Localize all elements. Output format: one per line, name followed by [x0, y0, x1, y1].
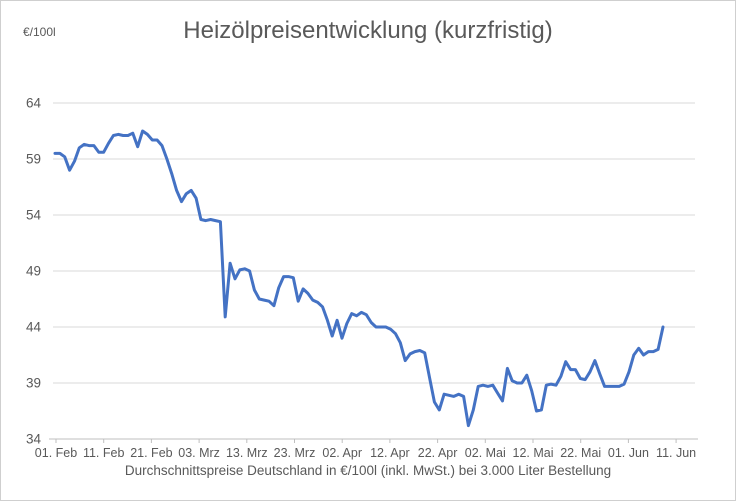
- price-line-series: [53, 129, 665, 428]
- x-axis-tick-label: 23. Mrz: [274, 446, 316, 460]
- y-axis-tick-label: 39: [26, 376, 41, 391]
- x-axis-tick-label: 12. Apr: [370, 446, 410, 460]
- y-axis-tick-label: 34: [26, 432, 42, 447]
- x-axis-tick-label: 11. Feb: [83, 446, 125, 460]
- x-axis-tick-label: 02. Mai: [465, 446, 506, 460]
- chart-caption: Durchschnittspreise Deutschland in €/100…: [124, 463, 612, 478]
- x-axis-tick-label: 01. Jun: [608, 446, 649, 460]
- x-axis-tick-label: 12. Mai: [513, 446, 554, 460]
- x-axis-tick-label: 22. Mai: [560, 446, 601, 460]
- y-axis-tick-label: 54: [26, 208, 42, 223]
- x-axis-tick-label: 13. Mrz: [226, 446, 268, 460]
- x-axis-tick-label: 21. Feb: [130, 446, 172, 460]
- x-axis-tick-label: 03. Mrz: [178, 446, 220, 460]
- x-axis-tick-label: 22. Apr: [418, 446, 458, 460]
- x-axis-tick-label: 02. Apr: [322, 446, 362, 460]
- y-axis-tick-label: 59: [26, 152, 41, 167]
- x-axis-tick-label: 11. Jun: [656, 446, 696, 460]
- y-axis-tick-label: 44: [26, 320, 42, 335]
- y-axis-unit-label: €/100l: [23, 25, 56, 39]
- x-axis-tick-label: 01. Feb: [35, 446, 77, 460]
- y-axis-tick-label: 49: [26, 264, 41, 279]
- y-axis-tick-label: 64: [26, 96, 42, 111]
- chart-title: Heizölpreisentwicklung (kurzfristig): [183, 17, 553, 44]
